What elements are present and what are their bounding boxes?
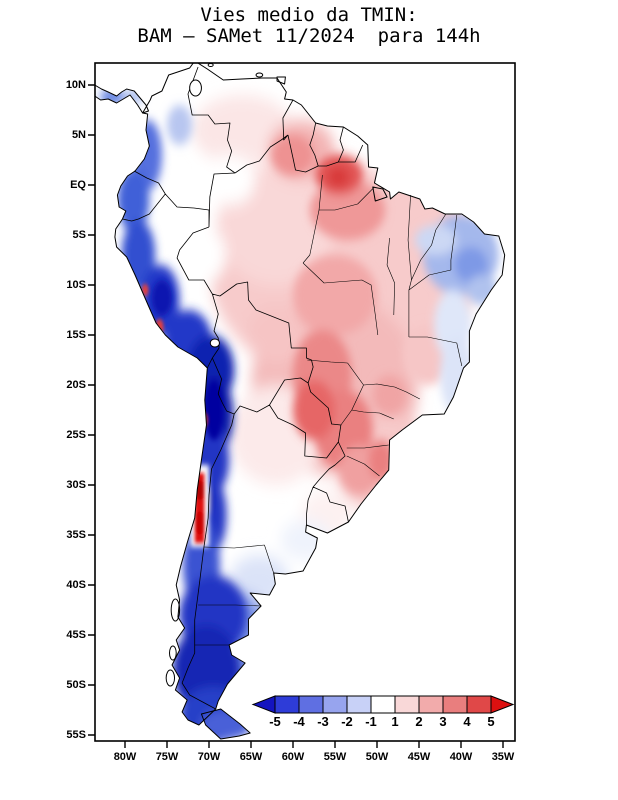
country-borders <box>122 67 362 709</box>
colorbar-label: 4 <box>463 714 471 729</box>
y-axis-ticks <box>88 84 95 736</box>
lat-label: 55S <box>66 729 86 741</box>
lon-label: 60W <box>281 751 305 763</box>
plot-frame <box>94 62 516 742</box>
lat-label: 10N <box>65 79 86 91</box>
bias-field <box>95 63 505 739</box>
colorbar-box <box>298 695 324 714</box>
colorbar <box>251 695 515 714</box>
colorbar-label: -2 <box>341 714 353 729</box>
south-america-map <box>95 63 519 755</box>
lat-label: 30S <box>66 479 86 491</box>
lat-label: 20S <box>66 379 86 391</box>
lon-label: 65W <box>239 751 263 763</box>
colorbar-arrow-right <box>490 695 515 714</box>
colorbar-box <box>370 695 396 714</box>
lon-label: 35W <box>491 751 515 763</box>
colorbar-label: -1 <box>365 714 377 729</box>
lat-label: 40S <box>66 579 86 591</box>
lon-label: 75W <box>155 751 179 763</box>
colorbar-label: -4 <box>293 714 305 729</box>
lakes <box>190 80 220 347</box>
colorbar-box <box>274 695 300 714</box>
colorbar-box <box>418 695 444 714</box>
colorbar-label: 2 <box>415 714 423 729</box>
lat-label: 45S <box>66 629 86 641</box>
colorbar-box <box>322 695 348 714</box>
lat-label: 35S <box>66 529 86 541</box>
colorbar-label: 5 <box>487 714 495 729</box>
lon-label: 40W <box>449 751 473 763</box>
state-borders <box>195 175 462 645</box>
colorbar-arrow-left <box>251 695 276 714</box>
colorbar-label: 3 <box>439 714 447 729</box>
colorbar-box <box>394 695 420 714</box>
x-axis-ticks <box>124 741 504 748</box>
lat-label: EQ <box>70 179 86 191</box>
lat-label: 50S <box>66 679 86 691</box>
colorbar-box <box>346 695 372 714</box>
lon-label: 50W <box>365 751 389 763</box>
chart-title-line1: Vies medio da TMIN: <box>200 4 418 26</box>
lon-label: 55W <box>323 751 347 763</box>
lon-label: 70W <box>197 751 221 763</box>
lat-label: 10S <box>66 279 86 291</box>
colorbar-box <box>466 695 492 714</box>
chart-title-line2: BAM – SAMet 11/2024 para 144h <box>137 25 481 47</box>
colorbar-box <box>442 695 468 714</box>
lon-label: 45W <box>407 751 431 763</box>
lat-label: 5S <box>72 229 86 241</box>
lon-label: 80W <box>113 751 137 763</box>
colorbar-label: 1 <box>391 714 399 729</box>
lat-label: 5N <box>71 129 86 141</box>
lat-label: 25S <box>66 429 86 441</box>
lat-label: 15S <box>66 329 86 341</box>
colorbar-label: -5 <box>269 714 281 729</box>
colorbar-label: -3 <box>317 714 329 729</box>
